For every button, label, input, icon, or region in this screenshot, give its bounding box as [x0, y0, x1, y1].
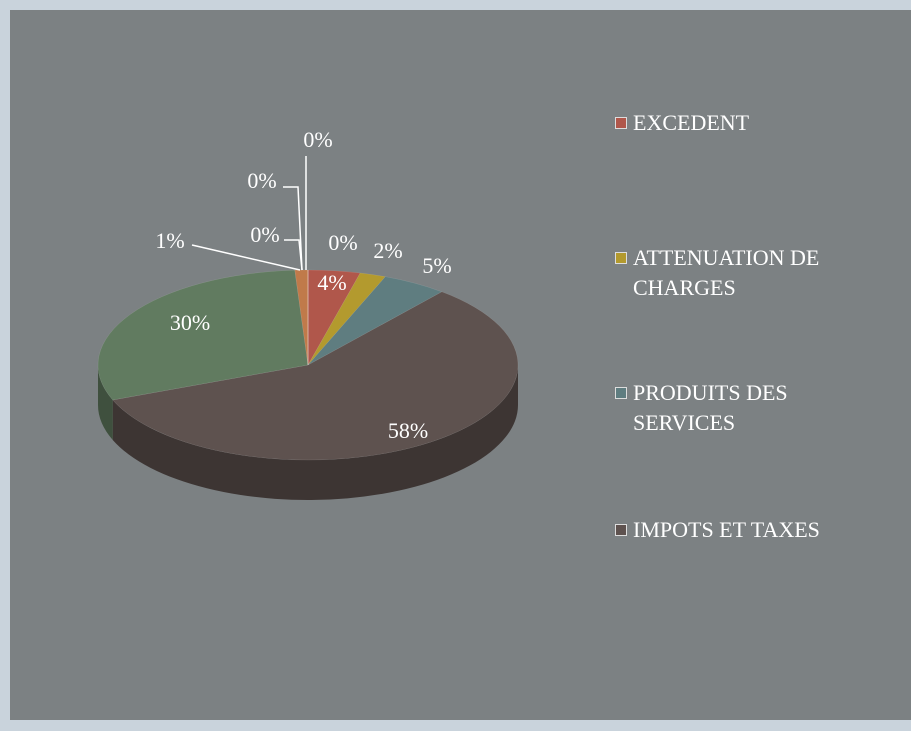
- legend-label: EXCEDENT: [633, 110, 750, 135]
- pie-slice: [307, 269, 361, 366]
- legend-label: IMPOTS ET TAXES: [633, 517, 820, 542]
- legend-item: IMPOTS ET TAXES: [615, 515, 878, 545]
- leader-line: [283, 186, 303, 271]
- leader-line: [191, 244, 301, 271]
- data-label: 30%: [170, 310, 210, 335]
- legend-item: EXCEDENT: [615, 108, 878, 138]
- data-label: 5%: [422, 253, 451, 278]
- legend-swatch: [615, 524, 627, 536]
- pie-slice: [112, 291, 519, 461]
- data-label: 0%: [247, 168, 276, 193]
- legend-item: ATTENUATION DE CHARGES: [615, 243, 878, 303]
- legend-label: PRODUITS DES SERVICES: [633, 380, 788, 435]
- data-label: 58%: [388, 418, 428, 443]
- pie-side: [98, 365, 113, 440]
- data-label: 0%: [303, 127, 332, 152]
- data-label: 1%: [155, 228, 184, 253]
- pie-slice: [307, 276, 443, 366]
- legend-item: PRODUITS DES SERVICES: [615, 378, 878, 438]
- data-label: 0%: [328, 230, 357, 255]
- legend-swatch: [615, 252, 627, 264]
- data-label: 4%: [317, 270, 346, 295]
- data-label: 0%: [250, 222, 279, 247]
- legend-swatch: [615, 117, 627, 129]
- pie-side: [112, 365, 518, 500]
- legend-swatch: [615, 387, 627, 399]
- legend-label: ATTENUATION DE CHARGES: [633, 245, 820, 300]
- leader-line: [284, 239, 303, 271]
- pie-slice: [97, 269, 309, 401]
- pie-slice: [307, 272, 386, 366]
- data-label: 2%: [373, 238, 402, 263]
